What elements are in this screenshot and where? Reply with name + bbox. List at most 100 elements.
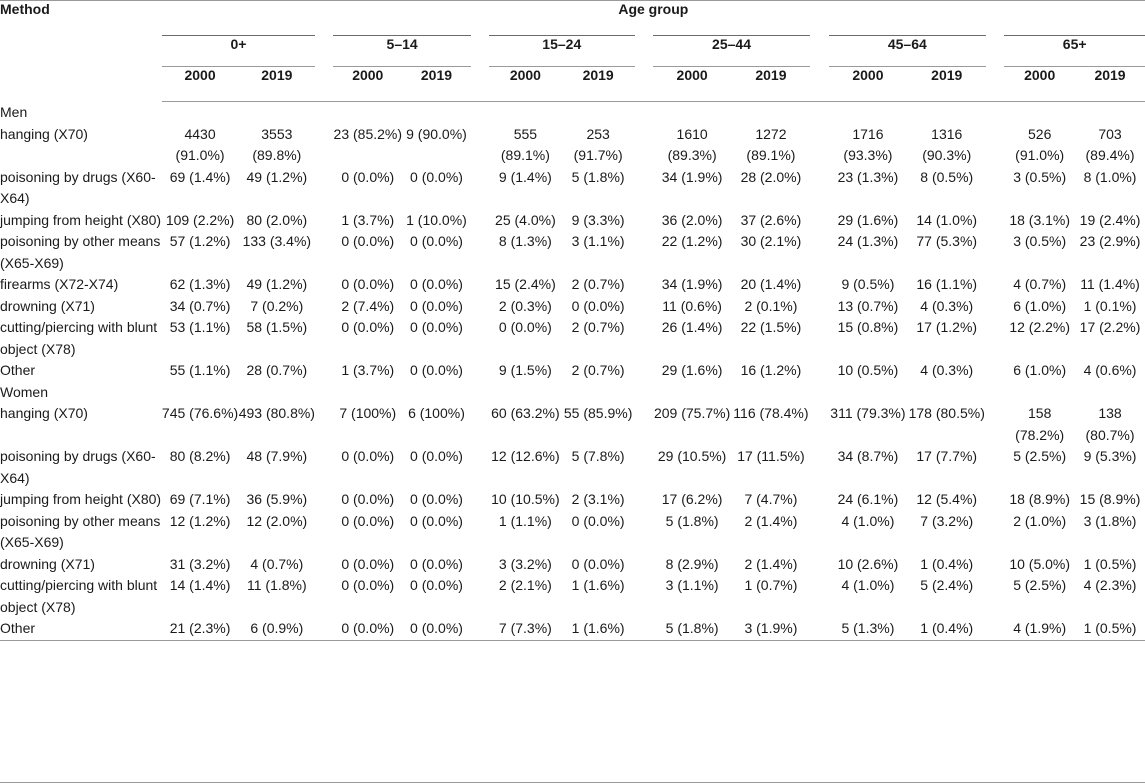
- table-cell: 0 (0.0%): [410, 491, 463, 507]
- age-group-label: 45–64: [828, 35, 987, 67]
- table-cell: 19 (2.4%): [1079, 211, 1141, 228]
- table-cell: 1316 (90.3%): [922, 125, 972, 164]
- table-cell: 1 (0.7%): [744, 577, 798, 593]
- age-group-label: 5–14: [333, 35, 471, 67]
- cell-gap: [471, 317, 489, 360]
- table-cell: 36 (2.0%): [661, 211, 723, 228]
- table-cell: 0 (0.0%): [410, 168, 463, 185]
- table-cell: 8 (0.5%): [920, 168, 974, 185]
- table-cell: 4430 (91.0%): [175, 125, 225, 164]
- section-row: Women: [0, 382, 1145, 404]
- cell-gap: [810, 575, 828, 618]
- table-cell: 10 (0.5%): [837, 362, 899, 378]
- cell-gap: [986, 403, 1004, 446]
- table-cell: 7 (7.3%): [489, 618, 562, 641]
- table-row: poisoning by drugs (X60-X64) 80 (8.2%) 48 …: [0, 446, 1145, 489]
- table-cell: 0 (0.0%): [571, 512, 625, 529]
- table-cell: 133 (3.4%): [242, 233, 312, 249]
- table-cell: 4 (0.6%): [1083, 362, 1137, 378]
- cell-gap: [471, 124, 489, 167]
- table-cell: 18 (3.1%): [1009, 211, 1071, 228]
- header-gap: [315, 36, 333, 67]
- table-cell: 22 (1.2%): [661, 233, 723, 249]
- table-cell: 24 (6.1%): [837, 491, 899, 507]
- table-cell: 26 (1.4%): [661, 319, 723, 335]
- year-label: 2019: [731, 66, 811, 102]
- table-cell: 10 (10.5%): [491, 491, 560, 507]
- table-cell: 0 (0.0%): [410, 362, 463, 378]
- header-gap: [315, 66, 334, 102]
- year-label: 2000: [1004, 66, 1076, 102]
- table-row: poisoning by drugs (X60-X64) 69 (1.4%) 49 …: [0, 167, 1145, 210]
- year-row: 2000 2019 2000 2019 2000 2019 2000 2019 2000 2019…: [0, 66, 1145, 102]
- table-cell: 77 (5.3%): [916, 233, 978, 249]
- table-cell: 2 (0.7%): [571, 319, 625, 335]
- header-gap: [986, 36, 1004, 67]
- table-cell: 5 (7.8%): [571, 448, 625, 464]
- table-cell: 69 (7.1%): [169, 491, 231, 507]
- cell-gap: [986, 489, 1004, 511]
- table-row: jumping from height (X80) 109 (2.2%) 80 (2…: [0, 210, 1145, 232]
- table-cell: 1 (1.6%): [561, 618, 635, 641]
- table-cell: 3 (1.1%): [571, 233, 625, 249]
- table-cell: 0 (0.0%): [410, 297, 463, 314]
- table-cell: 24 (1.3%): [837, 233, 899, 249]
- cell-gap: [810, 167, 828, 210]
- table-cell: 5 (2.5%): [1013, 448, 1067, 464]
- section-row: Men: [0, 102, 1145, 124]
- method-label: poisoning by drugs (X60-X64): [0, 448, 156, 486]
- table-cell: 62 (1.3%): [169, 276, 231, 292]
- table-cell: 0 (0.0%): [341, 319, 395, 335]
- table-cell: 4 (0.7%): [250, 555, 304, 572]
- table-cell: 10 (5.0%): [1009, 555, 1071, 572]
- cell-gap: [635, 317, 653, 360]
- cell-gap: [635, 210, 653, 232]
- table-cell: 3 (3.2%): [498, 555, 552, 572]
- table-row: jumping from height (X80) 69 (7.1%) 36 (5.…: [0, 489, 1145, 511]
- cell-gap: [810, 231, 828, 274]
- table-row: hanging (X70) 4430 (91.0%) 3553 (89.8%) 23 …: [0, 124, 1145, 167]
- table-cell: 7 (3.2%): [920, 512, 974, 529]
- cell-gap: [986, 231, 1004, 274]
- header-gap: [634, 66, 653, 102]
- table-cell: 55 (85.9%): [563, 405, 633, 421]
- cell-gap: [635, 231, 653, 274]
- table-cell: 16 (1.1%): [916, 276, 978, 292]
- cell-gap: [635, 403, 653, 446]
- table-cell: 0 (0.0%): [410, 512, 463, 529]
- cell-gap: [471, 274, 489, 296]
- method-column-header: Method: [0, 0, 162, 102]
- table-cell: 36 (5.9%): [246, 491, 308, 507]
- table-cell: 48 (7.9%): [246, 448, 308, 464]
- cell-gap: [986, 511, 1004, 554]
- table-cell: 34 (1.9%): [661, 168, 723, 185]
- header-gap: [810, 66, 829, 102]
- table-cell: 311 (79.3%): [830, 405, 906, 421]
- table-row: drowning (X71) 34 (0.7%) 7 (0.2%) 2 (7.4%) 0…: [0, 296, 1145, 318]
- cell-gap: [471, 231, 489, 274]
- year-label: 2000: [652, 66, 732, 102]
- table-cell: 2 (1.4%): [744, 512, 798, 529]
- table-cell: 1 (0.5%): [1075, 618, 1145, 641]
- method-label: poisoning by other means (X65-X69): [0, 512, 161, 551]
- table-cell: 9 (0.5%): [841, 276, 895, 292]
- table-cell: 0 (0.0%): [410, 555, 463, 572]
- table-cell: 2 (1.4%): [744, 555, 798, 572]
- cell-gap: [315, 446, 333, 489]
- cell-gap: [470, 618, 490, 641]
- table-cell: 5 (2.5%): [1013, 577, 1067, 593]
- method-label: cutting/piercing with blunt object (X78): [0, 319, 158, 357]
- table-cell: 1272 (89.1%): [746, 125, 796, 164]
- cell-gap: [810, 210, 828, 232]
- cell-gap: [471, 511, 489, 554]
- cell-gap: [315, 403, 333, 446]
- table-cell: 6 (1.0%): [1013, 362, 1067, 378]
- table-cell: 18 (8.9%): [1009, 491, 1071, 507]
- cell-gap: [315, 210, 333, 232]
- table-header: Method Age group 0+ 5–14 15–24 25–44 45–64 65…: [0, 0, 1145, 102]
- table-cell: 0 (0.0%): [571, 555, 625, 572]
- method-label: cutting/piercing with blunt object (X78): [0, 577, 158, 615]
- table-cell: 0 (0.0%): [498, 319, 552, 335]
- table-cell: 34 (0.7%): [169, 297, 231, 314]
- cell-gap: [810, 124, 828, 167]
